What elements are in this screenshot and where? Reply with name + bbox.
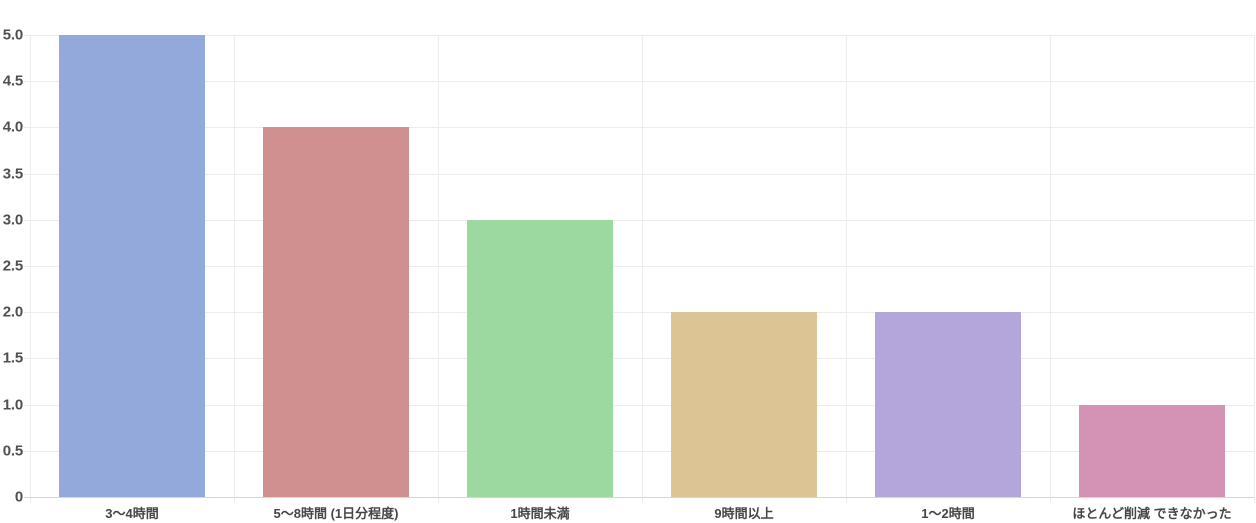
y-gridline [24,312,1254,313]
category-boundary-gridline [438,35,439,503]
y-gridline [24,127,1254,128]
y-tick-label: 1.5 [2,349,23,367]
x-axis-baseline [24,497,1254,498]
category-boundary-gridline [1254,35,1255,503]
y-tick-label: 3.5 [2,165,23,183]
y-tick-label: 2.0 [2,303,23,321]
x-axis-label-6: ほとんど削減 できなかった [1072,506,1232,521]
y-gridline [24,266,1254,267]
y-tick-label: 4.0 [2,118,23,136]
bar-4[interactable] [671,312,817,497]
bar-6[interactable] [1079,405,1225,497]
x-axis-label-5: 1〜2時間 [921,506,975,521]
y-gridline [24,35,1254,36]
bar-5[interactable] [875,312,1021,497]
y-gridline [24,451,1254,452]
category-boundary-gridline [234,35,235,503]
y-gridline [24,220,1254,221]
y-tick-label: 3.0 [2,211,23,229]
y-tick-label: 5.0 [2,26,23,44]
y-gridline [24,358,1254,359]
bar-1[interactable] [59,35,205,497]
x-axis-label-1: 3〜4時間 [105,506,159,521]
y-tick-label: 0.5 [2,442,23,460]
y-axis-line [30,35,31,503]
bar-3[interactable] [467,220,613,497]
category-boundary-gridline [846,35,847,503]
y-gridline [24,174,1254,175]
y-tick-label: 2.5 [2,257,23,275]
bar-2[interactable] [263,127,409,497]
x-axis-label-2: 5〜8時間 (1日分程度) [273,506,399,521]
y-gridline [24,405,1254,406]
y-gridline [24,81,1254,82]
category-boundary-gridline [642,35,643,503]
category-boundary-gridline [1050,35,1051,503]
y-tick-label: 4.5 [2,72,23,90]
y-tick-label: 0 [14,488,23,506]
x-axis-label-3: 1時間未満 [510,506,570,521]
y-tick-label: 1.0 [2,396,23,414]
x-axis-label-4: 9時間以上 [714,506,774,521]
